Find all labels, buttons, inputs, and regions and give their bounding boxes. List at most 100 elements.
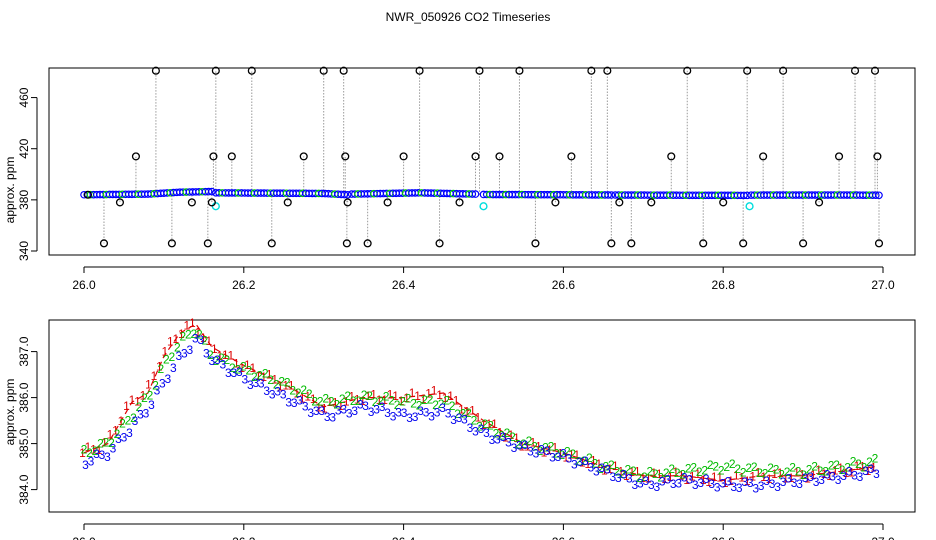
top-outlier-point [515, 66, 524, 75]
bottom-glyph-3: 3 [412, 410, 419, 424]
bottom-glyph-2: 2 [800, 468, 807, 482]
top-outlier-point [835, 152, 844, 161]
bottom-glyph-3: 3 [791, 476, 798, 490]
bottom-glyph-2: 2 [322, 391, 329, 405]
top-outlier-point [131, 152, 140, 161]
bottom-glyph-2: 2 [520, 437, 527, 451]
bottom-glyph-1: 1 [123, 399, 130, 413]
top-outlier-point [567, 152, 576, 161]
bottom-glyph-1: 1 [777, 466, 784, 480]
bottom-glyph-3: 3 [307, 406, 314, 420]
bottom-glyph-2: 2 [701, 464, 708, 478]
bottom-glyph-1: 1 [293, 386, 300, 400]
bottom-glyph-1: 1 [524, 440, 531, 454]
bottom-glyph-2: 2 [811, 460, 818, 474]
bottom-glyph-1: 1 [810, 468, 817, 482]
bottom-glyph-3: 3 [675, 476, 682, 490]
top-outlier-point [267, 239, 276, 248]
bottom-glyph-2: 2 [839, 463, 846, 477]
bottom-glyph-2: 2 [212, 354, 219, 368]
bottom-glyph-2: 2 [202, 334, 209, 348]
bottom-glyph-3: 3 [527, 444, 534, 458]
bottom-glyph-2: 2 [399, 394, 406, 408]
top-outlier-point [151, 66, 160, 75]
bottom-y-axis-label: approx. ppm [3, 379, 17, 446]
bottom-glyph-2: 2 [251, 370, 258, 384]
top-baseline-point [468, 190, 477, 198]
bottom-glyph-3: 3 [395, 406, 402, 420]
bottom-glyph-1: 1 [315, 401, 322, 415]
bottom-glyph-2: 2 [537, 444, 544, 458]
bottom-glyph-2: 2 [180, 329, 187, 343]
bottom-glyph-2: 2 [690, 460, 697, 474]
bottom-glyph-1: 1 [782, 472, 789, 486]
bottom-glyph-3: 3 [198, 333, 205, 347]
bottom-glyph-3: 3 [247, 378, 254, 392]
bottom-glyph-1: 1 [134, 395, 141, 409]
bottom-glyph-2: 2 [866, 455, 873, 469]
bottom-glyph-2: 2 [756, 466, 763, 480]
bottom-glyph-3: 3 [406, 411, 413, 425]
bottom-glyph-1: 1 [167, 334, 174, 348]
top-flagged-point [211, 202, 220, 211]
bottom-glyph-1: 1 [634, 465, 641, 479]
bottom-glyph-2: 2 [460, 406, 467, 420]
top-baseline-point [740, 191, 748, 200]
top-outlier-point [759, 152, 768, 161]
bottom-glyph-1: 1 [612, 459, 619, 473]
bottom-glyph-2: 2 [504, 426, 511, 440]
bottom-glyph-1: 1 [321, 401, 328, 415]
top-baseline-point [343, 190, 352, 199]
top-outlier-point [455, 198, 464, 207]
bottom-glyph-3: 3 [99, 448, 106, 462]
bottom-glyph-2: 2 [114, 427, 121, 441]
bottom-glyph-2: 2 [861, 460, 868, 474]
bottom-glyph-3: 3 [296, 394, 303, 408]
bottom-glyph-3: 3 [324, 410, 331, 424]
top-outlier-point [739, 239, 748, 248]
top-outlier-point [873, 152, 882, 161]
bottom-glyph-3: 3 [780, 475, 787, 489]
bottom-glyph-3: 3 [137, 408, 144, 422]
bottom-glyph-3: 3 [165, 372, 172, 386]
bottom-glyph-1: 1 [667, 470, 674, 484]
bottom-glyph-2: 2 [339, 392, 346, 406]
bottom-glyph-2: 2 [559, 448, 566, 462]
bottom-glyph-1: 1 [815, 463, 822, 477]
bottom-glyph-2: 2 [619, 467, 626, 481]
bottom-glyph-3: 3 [483, 426, 490, 440]
bottom-glyph-3: 3 [489, 433, 496, 447]
bottom-glyph-1: 1 [414, 389, 421, 403]
bottom-glyph-1: 1 [628, 465, 635, 479]
top-y-tick-label: 340 [17, 241, 31, 261]
bottom-glyph-2: 2 [174, 340, 181, 354]
bottom-glyph-3: 3 [115, 432, 122, 446]
bottom-glyph-2: 2 [141, 391, 148, 405]
bottom-glyph-2: 2 [668, 462, 675, 476]
top-outlier-point [531, 239, 540, 248]
bottom-glyph-1: 1 [601, 464, 608, 478]
top-y-tick-label: 380 [17, 190, 31, 210]
bottom-glyph-2: 2 [223, 353, 230, 367]
bottom-glyph-2: 2 [493, 427, 500, 441]
bottom-glyph-1: 1 [678, 469, 685, 483]
bottom-glyph-3: 3 [681, 470, 688, 484]
bottom-glyph-3: 3 [533, 447, 540, 461]
bottom-glyph-3: 3 [230, 366, 237, 380]
top-flagged-point [479, 202, 488, 211]
bottom-glyph-1: 1 [579, 455, 586, 469]
bottom-glyph-1: 1 [277, 380, 284, 394]
bottom-glyph-3: 3 [824, 467, 831, 481]
bottom-glyph-3: 3 [747, 476, 754, 490]
bottom-glyph-1: 1 [244, 358, 251, 372]
bottom-x-tick-label: 26.0 [72, 535, 96, 540]
bottom-glyph-2: 2 [108, 436, 115, 450]
bottom-glyph-2: 2 [509, 430, 516, 444]
bottom-glyph-1: 1 [173, 332, 180, 346]
bottom-glyph-1: 1 [755, 466, 762, 480]
bottom-glyph-2: 2 [163, 353, 170, 367]
bottom-glyph-2: 2 [630, 464, 637, 478]
bottom-glyph-3: 3 [664, 472, 671, 486]
bottom-glyph-3: 3 [763, 474, 770, 488]
